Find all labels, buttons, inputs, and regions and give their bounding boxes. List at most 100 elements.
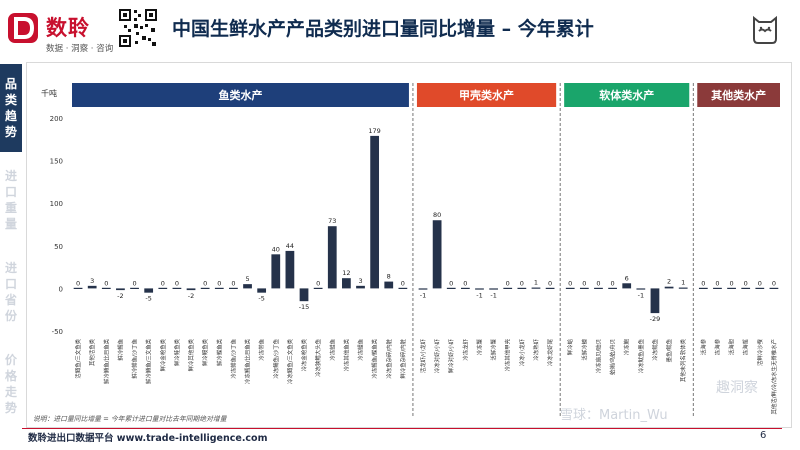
bar — [116, 288, 125, 291]
side-tab-char: 口 — [4, 185, 17, 199]
data-label: 0 — [175, 279, 179, 287]
x-tick-label: 冷冻蟹 — [475, 338, 483, 355]
data-label: 0 — [401, 279, 405, 287]
bar — [73, 287, 83, 289]
bar — [229, 287, 238, 289]
side-tab-4[interactable]: 价格走势 — [0, 340, 22, 428]
data-label: 0 — [217, 279, 221, 287]
data-label: 0 — [76, 279, 80, 287]
x-tick-label: 冷冻金枪鱼类 — [300, 338, 308, 371]
y-tick-label: 150 — [50, 158, 63, 166]
bar — [214, 287, 224, 289]
x-tick-label: 冷冻龙虾 — [461, 338, 469, 360]
data-label: -5 — [145, 295, 151, 303]
x-tick-label: 蛤蜊/鸟蛤/舟贝 — [609, 339, 617, 375]
side-tab-1[interactable]: 品类趋势 — [0, 64, 22, 152]
x-tick-label: 鲜冷鳟鱼/比目鱼类 — [102, 338, 110, 384]
y-tick-label: -50 — [52, 328, 63, 336]
side-tab-char: 量 — [4, 217, 17, 231]
footer-text[interactable]: 数聆进出口数据平台 www.trade-intelligence.com — [28, 433, 268, 444]
bar — [356, 285, 365, 289]
group-header-2 — [416, 83, 557, 107]
x-tick-label: 鲜冷鳗鱼类 — [201, 338, 209, 366]
brand-name: 数聆 — [46, 16, 90, 40]
x-tick-label: 活鳟鱼/三文鱼类 — [74, 338, 82, 378]
chart-note: 说明：进口量同比增量 = 今年累计进口量对比去年同期绝对增量 — [33, 415, 228, 423]
bar — [698, 287, 708, 289]
page-number: 6 — [760, 430, 767, 441]
header: 数聆 数据 · 洞察 · 咨询 中国生鲜水产产品类别进口量同比增量 – 今年累计 — [0, 0, 800, 62]
side-tab-char: 进 — [4, 169, 17, 183]
bar — [243, 284, 252, 289]
x-tick-label: 冷冻其他甲壳 — [504, 338, 512, 371]
data-label: 0 — [548, 279, 552, 287]
data-label: 0 — [772, 279, 776, 287]
data-label: 3 — [90, 277, 94, 285]
x-tick-label: 鲜冷对虾/小虾 — [447, 338, 455, 373]
x-tick-label: 冷冻狭鳕大头鱼 — [314, 338, 322, 376]
x-tick-label: 活鲜冷蟹 — [490, 338, 498, 360]
side-tab-3[interactable]: 进口省份 — [0, 248, 22, 336]
side-tab-char: 品 — [4, 77, 17, 91]
side-tab-char: 口 — [4, 277, 17, 291]
side-tab-2[interactable]: 进口重量 — [0, 156, 22, 244]
group-header-label: 软体类水产 — [599, 88, 654, 102]
data-label: 40 — [272, 245, 280, 253]
bar — [432, 220, 442, 289]
group-header-label: 鱼类水产 — [218, 88, 262, 102]
group-header-3 — [564, 83, 690, 107]
bar — [327, 226, 337, 289]
bar — [257, 288, 267, 293]
x-tick-label: 冷冻鳟鱼/三文鱼类 — [286, 338, 294, 384]
x-tick-label: 其他未列名软体类 — [679, 338, 687, 382]
side-tab-char: 格 — [4, 369, 17, 383]
bar — [398, 287, 408, 289]
side-tab-char: 类 — [4, 93, 17, 107]
data-label: 0 — [316, 279, 320, 287]
chart-frame: 千吨 -50 0 50 100 150 200 鱼类水产 0 活鳟鱼/三文鱼类 3 其他活鱼类 0 鲜冷鳟… — [26, 62, 792, 428]
x-tick-label: 鲜冷鳕鱼 — [116, 338, 124, 360]
brand-logo[interactable]: 数聆 数据 · 洞察 · 咨询 — [6, 8, 116, 54]
x-tick-label: 其他活鱼类 — [88, 338, 96, 366]
side-tab-char: 进 — [4, 261, 17, 275]
data-label: -1 — [638, 291, 644, 299]
data-label: 0 — [231, 279, 235, 287]
x-tick-label: 鲜冷鲽鱼类 — [215, 338, 223, 366]
footer-divider — [22, 428, 782, 429]
x-tick-label: 活鲜冷蠔 — [580, 338, 588, 360]
x-tick-label: 鲜冷蛤 — [566, 338, 574, 355]
x-tick-label: 冷冻鳗鱼 — [357, 338, 365, 360]
bar — [678, 287, 688, 289]
x-tick-label: 冻海参 — [713, 338, 721, 355]
logo-mark-icon — [8, 13, 38, 43]
data-label: 2 — [667, 278, 671, 286]
data-label: -5 — [258, 295, 264, 303]
x-tick-label: 冷冻鳕鱼/鲽鱼类 — [371, 338, 379, 378]
x-tick-label: 冻海蜇 — [742, 338, 750, 355]
data-label: 0 — [506, 279, 510, 287]
bar — [200, 287, 210, 289]
x-tick-label: 冷冻小龙虾 — [518, 338, 526, 366]
data-label: -29 — [650, 315, 661, 323]
x-tick-label: 鲜冷其他鱼类 — [187, 338, 195, 371]
side-tab-char: 势 — [4, 125, 17, 139]
x-tick-label: 活龙虾/小龙虾 — [419, 338, 427, 373]
x-tick-label: 冷冻其他鱼类 — [342, 338, 350, 371]
brand-tagline: 数据 · 洞察 · 咨询 — [46, 44, 114, 54]
data-label: 0 — [104, 279, 108, 287]
bar — [503, 287, 513, 289]
bar — [87, 285, 97, 289]
data-label: 0 — [582, 279, 586, 287]
side-tab-char: 省 — [4, 293, 17, 307]
side-tab-char: 趋 — [4, 109, 17, 123]
side-tab-char: 势 — [4, 401, 17, 415]
bar — [186, 288, 196, 291]
x-tick-label: 鲜冷鲑鱼类 — [173, 338, 181, 366]
side-tab-char: 份 — [4, 309, 17, 323]
data-label: 0 — [715, 279, 719, 287]
x-tick-label: 冷冻鱿鱼 — [651, 338, 659, 360]
owl-mascot-icon — [753, 15, 777, 44]
data-label: 0 — [568, 279, 572, 287]
x-tick-label: 冷冻扇贝/贻贝 — [594, 339, 602, 373]
group-header-4 — [697, 83, 780, 107]
